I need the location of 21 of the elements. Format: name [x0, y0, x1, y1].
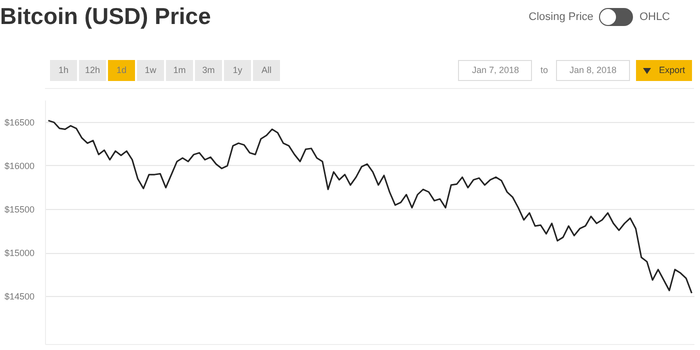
y-tick-label: $14500 [4, 292, 35, 302]
text: Jan 7, 2018 [458, 60, 532, 81]
text: 1m [166, 60, 193, 81]
text: 1d [108, 60, 135, 81]
y-tick-label: $16500 [4, 117, 35, 128]
text: to [540, 65, 548, 75]
text: 1h [50, 60, 77, 81]
text: OHLC [639, 11, 670, 24]
y-tick-label: $15000 [4, 248, 35, 258]
y-tick-label: $15500 [4, 204, 35, 214]
text: 3m [195, 60, 222, 81]
y-tick-label: $16000 [4, 160, 35, 171]
text: All [253, 60, 280, 81]
line-series [48, 120, 692, 294]
text: 1y [224, 60, 251, 81]
text: 12h [79, 60, 106, 81]
text: 1w [137, 60, 164, 81]
text: Jan 8, 2018 [556, 60, 630, 81]
chart-title: Bitcoin (USD) Price [0, 2, 211, 31]
text: Closing Price [528, 11, 594, 24]
text: Export [636, 60, 692, 81]
